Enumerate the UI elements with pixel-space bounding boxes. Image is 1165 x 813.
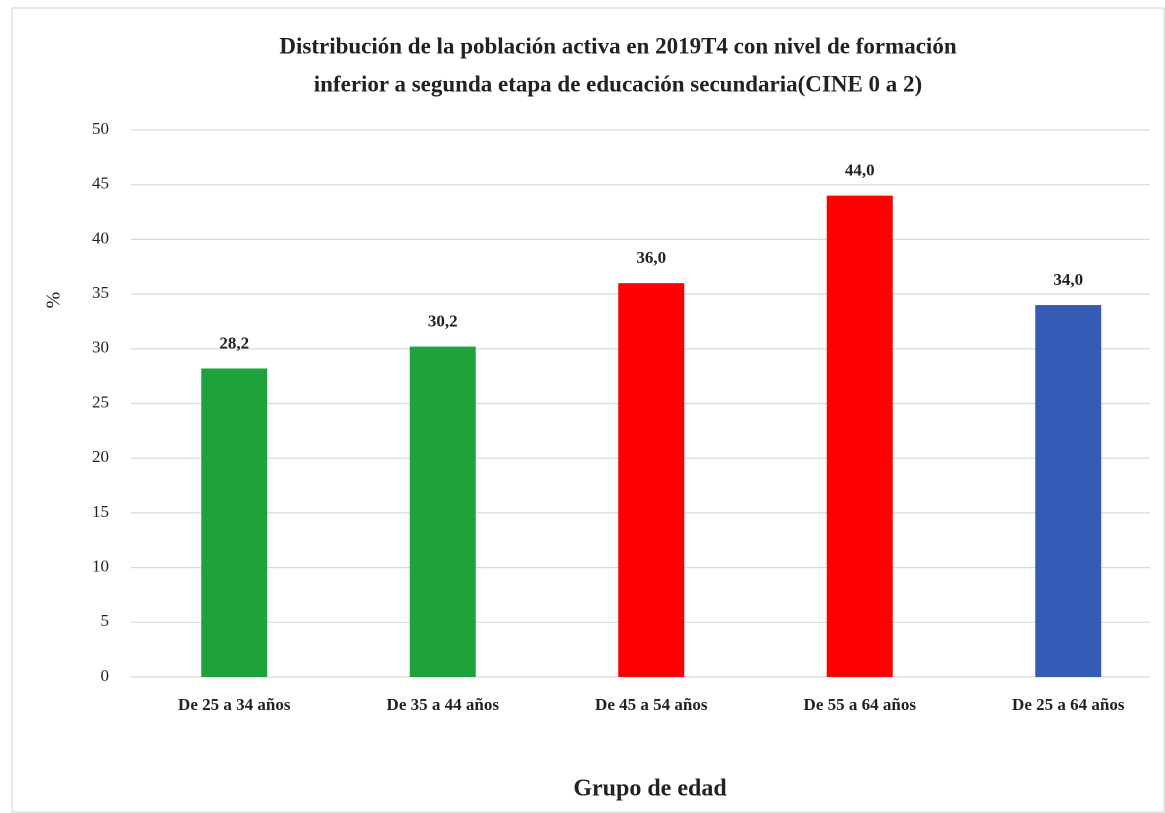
y-tick-label: 25 [92,392,109,411]
y-tick-label: 10 [92,557,109,576]
y-tick-label: 20 [92,447,109,466]
data-label: 44,0 [845,161,875,180]
data-label: 34,0 [1053,270,1083,289]
x-tick-label: De 55 a 64 años [804,695,917,714]
y-tick-label: 30 [92,338,109,357]
bar [618,283,685,677]
y-axis-label: % [43,292,65,309]
bar [1035,305,1102,677]
y-tick-label: 0 [101,666,110,685]
bar [201,368,268,677]
x-tick-label: De 25 a 64 años [1012,695,1125,714]
y-tick-label: 15 [92,502,109,521]
x-tick-label: De 25 a 34 años [178,695,291,714]
y-tick-label: 50 [92,119,109,138]
x-tick-label: De 35 a 44 años [387,695,500,714]
data-label: 36,0 [636,248,666,267]
bar [409,346,476,677]
y-tick-label: 5 [101,611,110,630]
data-label: 30,2 [428,312,458,331]
chart-title: Distribución de la población activa en 2… [279,33,956,58]
y-tick-label: 40 [92,228,109,247]
bar [826,195,893,677]
x-tick-label: De 45 a 54 años [595,695,708,714]
y-tick-label: 35 [92,283,109,302]
y-tick-label: 45 [92,174,109,193]
chart-title: inferior a segunda etapa de educación se… [314,71,922,96]
data-label: 28,2 [219,333,249,352]
x-axis-label: Grupo de edad [573,776,727,802]
chart-border [11,7,1165,813]
